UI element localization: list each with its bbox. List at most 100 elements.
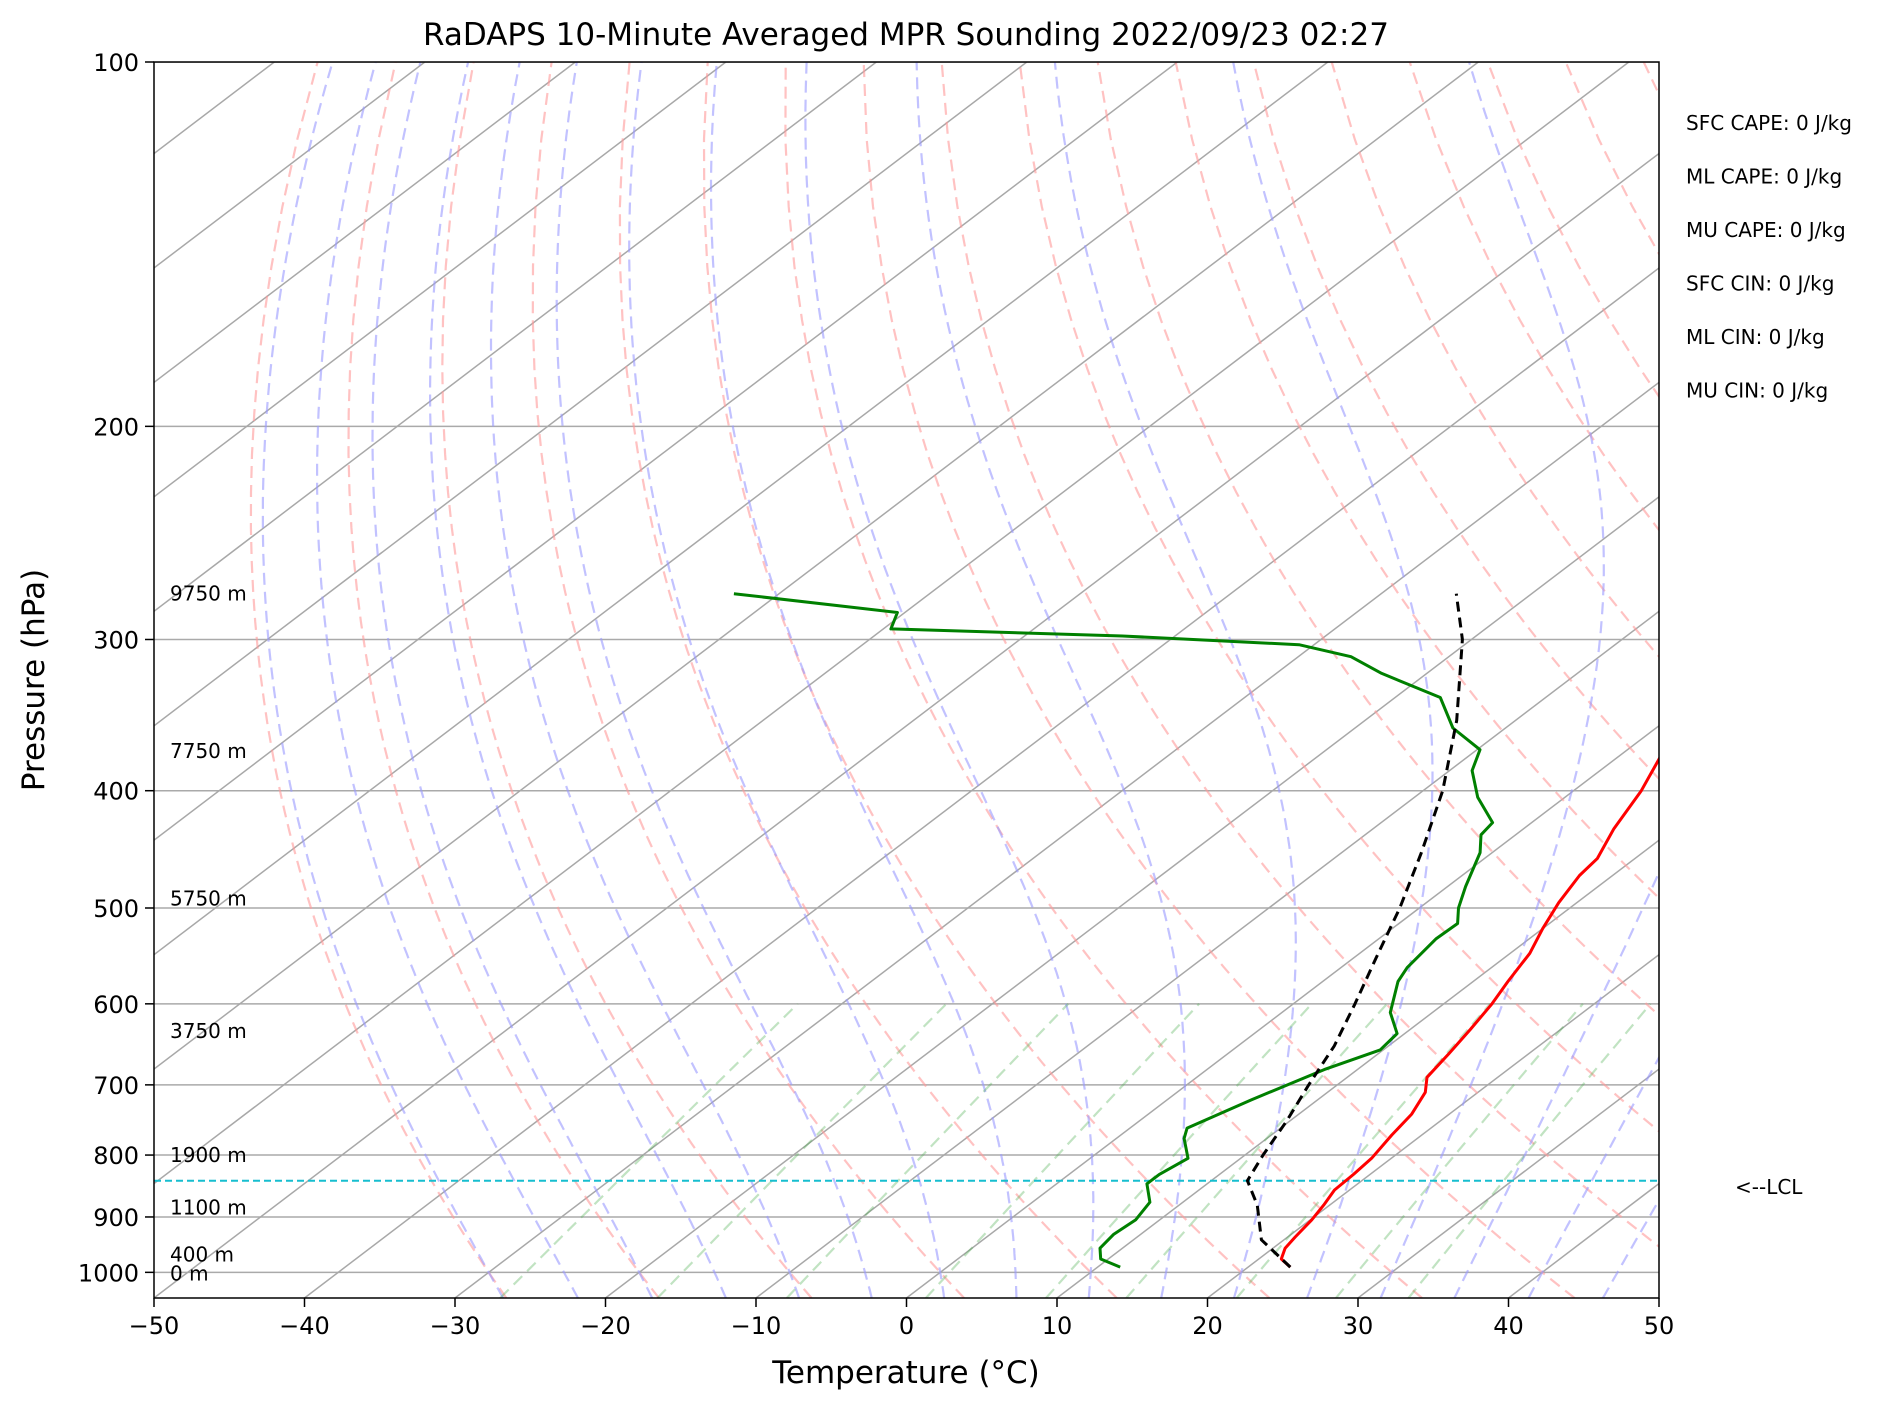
isotherm-line <box>154 62 1329 956</box>
y-tick-label: 700 <box>93 1072 139 1100</box>
moist-adiabat-line <box>555 62 873 1298</box>
moist-adiabat-line <box>1379 62 1605 1298</box>
moist-adiabat-line <box>915 62 1186 1298</box>
dry-adiabat-line <box>249 62 508 1298</box>
isotherm-line <box>154 62 1479 1071</box>
moist-adiabat-line <box>804 62 1095 1298</box>
isotherm-line <box>154 152 1659 1298</box>
mixing-ratio-line <box>925 1003 1200 1298</box>
isotherm-line <box>755 610 1659 1298</box>
dry-adiabat-line <box>1174 62 1659 900</box>
axis-layer: −50 −40 −30 −20 −10 0 10 20 30 40 50 100 200 300 400 50… <box>78 49 1674 1340</box>
isotherm-line <box>1056 839 1659 1298</box>
isotherm-line <box>154 62 1028 727</box>
moist-adiabat-line <box>1453 870 1659 1298</box>
chart-title: RaDAPS 10-Minute Averaged MPR Sounding 2… <box>423 17 1389 53</box>
x-tick-label: 30 <box>1343 1312 1374 1340</box>
height-label: 5750 m <box>170 886 247 910</box>
index-value-text: MU CIN: 0 J/kg <box>1686 379 1828 403</box>
x-axis-label: Temperature (°C) <box>771 1355 1040 1391</box>
dry-adiabat-line <box>618 62 1118 1298</box>
y-tick-label: 200 <box>93 413 139 441</box>
moist-adiabat-line <box>1053 62 1297 1298</box>
isotherm-line <box>454 381 1659 1298</box>
x-tick-label: −10 <box>731 1312 782 1340</box>
moist-adiabat-line <box>628 62 946 1298</box>
height-label: 400 m <box>170 1243 234 1267</box>
isotherm-line <box>906 724 1659 1298</box>
x-tick-label: −40 <box>279 1312 330 1340</box>
index-value-text: MU CAPE: 0 J/kg <box>1686 218 1846 242</box>
moist-adiabat-line <box>371 62 654 1298</box>
height-label: 1900 m <box>170 1143 247 1167</box>
mixing-ratio-line <box>656 1003 948 1298</box>
background-lines <box>154 62 1659 1298</box>
mixing-ratio-line <box>786 1003 1069 1298</box>
y-tick-label: 400 <box>93 778 139 806</box>
y-tick-label: 300 <box>93 626 139 654</box>
y-axis-label: Pressure (hPa) <box>16 569 52 791</box>
indices-panel: SFC CAPE: 0 J/kg ML CAPE: 0 J/kg MU CAPE: … <box>1686 111 1852 403</box>
parcel-series-line <box>1245 593 1464 1269</box>
isotherm-line <box>154 62 877 613</box>
isotherm-line <box>154 62 576 384</box>
moist-adiabat-line <box>709 62 1018 1298</box>
dry-adiabat-line <box>1096 62 1659 1017</box>
index-value-text: ML CAPE: 0 J/kg <box>1686 165 1842 189</box>
y-tick-label: 1000 <box>78 1259 139 1287</box>
moist-adiabat-line <box>489 62 801 1298</box>
mixing-ratio-line <box>1407 1003 1652 1298</box>
isotherm-line <box>154 62 1630 1185</box>
isotherm-line <box>1207 953 1659 1298</box>
y-tick-label: 100 <box>93 49 139 77</box>
temperature-series-line <box>1279 756 1659 1269</box>
height-label: 3750 m <box>170 1019 247 1043</box>
dry-adiabat-line <box>784 62 1423 1298</box>
mixing-ratio-line <box>499 1003 799 1298</box>
dry-adiabat-line <box>347 62 660 1298</box>
x-tick-label: −20 <box>580 1312 631 1340</box>
y-tick-label: 600 <box>93 991 139 1019</box>
x-tick-label: 50 <box>1644 1312 1675 1340</box>
x-tick-label: −30 <box>430 1312 481 1340</box>
isotherm-line <box>154 62 727 498</box>
isotherm-line <box>605 495 1659 1298</box>
dry-adiabat-line <box>531 62 965 1298</box>
moist-adiabat-line <box>429 62 727 1298</box>
moist-adiabat-line <box>1601 1198 1659 1298</box>
x-tick-label: 10 <box>1042 1312 1073 1340</box>
x-tick-label: −50 <box>129 1312 180 1340</box>
dry-adiabat-line <box>1330 62 1659 659</box>
height-label: 0 m <box>170 1261 209 1285</box>
moist-adiabat-line <box>316 62 579 1298</box>
mixing-ratio-line <box>1045 1003 1313 1298</box>
dewpoint-series-line <box>733 592 1495 1269</box>
x-tick-label: 20 <box>1192 1312 1223 1340</box>
height-label: 1100 m <box>170 1196 247 1220</box>
dry-adiabat-line <box>1018 62 1659 1133</box>
isotherm-line <box>154 62 1178 842</box>
dry-adiabat-line <box>1252 62 1659 781</box>
dry-adiabat-line <box>862 62 1576 1298</box>
series-layer <box>154 592 1659 1269</box>
lcl-label: <--LCL <box>1735 1175 1803 1199</box>
y-tick-label: 800 <box>93 1142 139 1170</box>
index-value-text: SFC CAPE: 0 J/kg <box>1686 111 1852 135</box>
label-layer: 9750 m 7750 m 5750 m 3750 m 1900 m 1100 m 400 … <box>170 582 247 1286</box>
x-tick-label: 40 <box>1493 1312 1524 1340</box>
moist-adiabat-line <box>261 62 505 1298</box>
isotherm-line <box>1357 1068 1659 1298</box>
height-label: 7750 m <box>170 739 247 763</box>
height-label: 9750 m <box>170 582 247 606</box>
dry-adiabat-line <box>441 62 813 1298</box>
moist-adiabat-line <box>1527 1055 1659 1298</box>
y-tick-label: 500 <box>93 895 139 923</box>
x-tick-label: 0 <box>899 1312 914 1340</box>
dry-adiabat-line <box>940 62 1659 1248</box>
dry-adiabat-line <box>702 62 1271 1298</box>
index-value-text: ML CIN: 0 J/kg <box>1686 325 1825 349</box>
moist-adiabat-line <box>1232 62 1434 1298</box>
index-value-text: SFC CIN: 0 J/kg <box>1686 272 1834 296</box>
